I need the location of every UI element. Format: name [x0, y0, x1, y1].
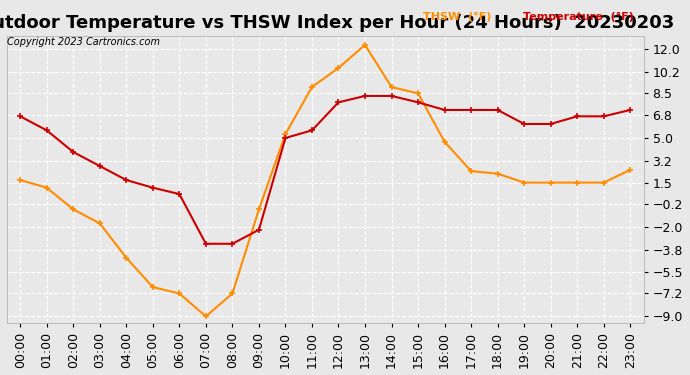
THSW  (°F) — [414, 91, 422, 96]
Legend: THSW  (°F), Temperature  (°F): THSW (°F), Temperature (°F) — [410, 7, 638, 26]
Title: Outdoor Temperature vs THSW Index per Hour (24 Hours)  20230203: Outdoor Temperature vs THSW Index per Ho… — [0, 14, 674, 32]
THSW  (°F) — [148, 285, 157, 290]
THSW  (°F) — [16, 178, 24, 182]
THSW  (°F) — [361, 43, 369, 47]
THSW  (°F) — [520, 180, 529, 185]
THSW  (°F) — [573, 180, 582, 185]
Temperature  (°F) — [122, 178, 130, 182]
Temperature  (°F) — [335, 100, 343, 105]
THSW  (°F) — [96, 221, 104, 226]
Temperature  (°F) — [493, 108, 502, 112]
Temperature  (°F) — [228, 242, 237, 246]
Temperature  (°F) — [520, 122, 529, 126]
THSW  (°F) — [282, 132, 290, 136]
Temperature  (°F) — [573, 114, 582, 118]
THSW  (°F) — [175, 291, 184, 296]
THSW  (°F) — [440, 140, 449, 144]
THSW  (°F) — [600, 180, 608, 185]
Temperature  (°F) — [96, 164, 104, 168]
Temperature  (°F) — [467, 108, 475, 112]
THSW  (°F) — [308, 85, 316, 89]
THSW  (°F) — [228, 291, 237, 296]
Temperature  (°F) — [175, 192, 184, 196]
Temperature  (°F) — [16, 114, 24, 118]
THSW  (°F) — [387, 85, 395, 89]
THSW  (°F) — [43, 186, 51, 190]
Text: Copyright 2023 Cartronics.com: Copyright 2023 Cartronics.com — [7, 37, 160, 47]
Temperature  (°F) — [148, 186, 157, 190]
Line: THSW  (°F): THSW (°F) — [17, 42, 633, 320]
Temperature  (°F) — [308, 128, 316, 133]
Temperature  (°F) — [600, 114, 608, 118]
THSW  (°F) — [626, 168, 634, 172]
THSW  (°F) — [467, 169, 475, 173]
THSW  (°F) — [201, 314, 210, 319]
Line: Temperature  (°F): Temperature (°F) — [17, 93, 633, 247]
THSW  (°F) — [255, 207, 263, 212]
Temperature  (°F) — [43, 128, 51, 133]
THSW  (°F) — [122, 255, 130, 260]
Temperature  (°F) — [414, 100, 422, 105]
Temperature  (°F) — [282, 136, 290, 140]
Temperature  (°F) — [387, 94, 395, 98]
Temperature  (°F) — [440, 108, 449, 112]
THSW  (°F) — [493, 171, 502, 176]
THSW  (°F) — [335, 66, 343, 70]
Temperature  (°F) — [626, 108, 634, 112]
Temperature  (°F) — [255, 228, 263, 232]
THSW  (°F) — [69, 207, 77, 212]
Temperature  (°F) — [361, 94, 369, 98]
Temperature  (°F) — [69, 150, 77, 154]
THSW  (°F) — [546, 180, 555, 185]
Temperature  (°F) — [201, 242, 210, 246]
Temperature  (°F) — [546, 122, 555, 126]
